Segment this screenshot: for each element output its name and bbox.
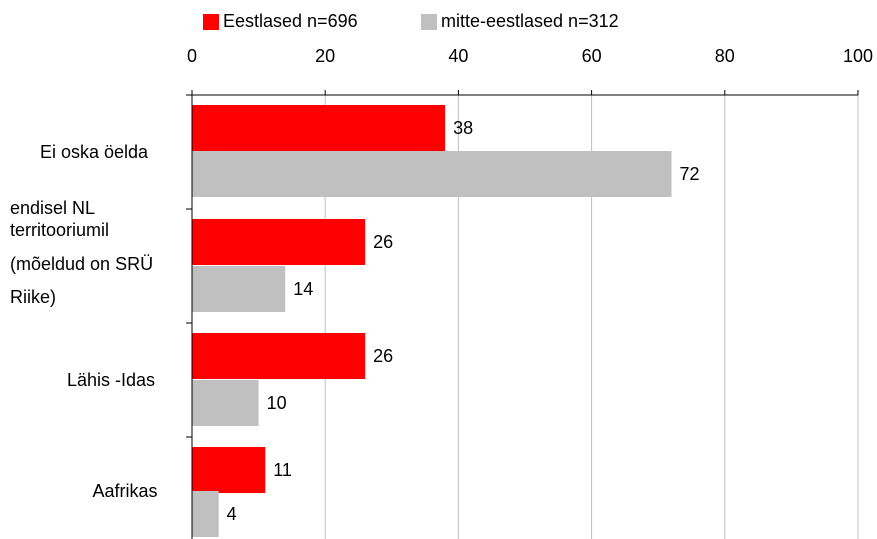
bar-2-2 [192,266,286,312]
value-label-2-1: 72 [680,164,700,184]
category-label-3: Lähis -Idas [67,370,155,390]
value-label-2-3: 10 [267,393,287,413]
category-label-line: Ei oska öelda [40,142,149,162]
category-label-line: endisel NL [10,198,95,218]
x-tick-label: 20 [315,46,335,66]
x-tick-label: 80 [715,46,735,66]
bar-2-1 [192,151,672,197]
bars [192,105,672,537]
legend: Eestlased n=696 mitte-eestlased n=312 [203,11,619,31]
category-label-line: Aafrikas [92,481,157,501]
axes [186,90,859,539]
value-labels: 38 26 26 11 72 14 10 4 [227,118,700,524]
x-tick-label: 0 [187,46,197,66]
value-label-1-3: 26 [373,346,393,366]
category-label-1: Ei oska öelda [40,142,149,162]
category-label-line: Riike) [10,287,56,307]
category-label-line: Lähis -Idas [67,370,155,390]
x-tick-label: 100 [843,46,873,66]
value-label-2-4: 4 [227,504,237,524]
category-label-line: territooriumil [10,220,109,240]
x-tick-label: 60 [582,46,602,66]
value-label-1-4: 11 [273,460,292,480]
bar-1-3 [192,333,366,379]
bar-1-4 [192,447,266,493]
x-tick-label: 40 [448,46,468,66]
bar-2-3 [192,380,259,426]
bar-1-1 [192,105,446,151]
x-axis-tick-labels: 0 20 40 60 80 100 [187,46,873,66]
bar-2-4 [192,491,219,537]
value-label-2-2: 14 [293,279,313,299]
legend-swatch-2 [421,14,437,30]
value-label-1-1: 38 [453,118,473,138]
category-label-4: Aafrikas [92,481,157,501]
legend-label-1: Eestlased n=696 [223,11,358,31]
legend-label-2: mitte-eestlased n=312 [441,11,619,31]
legend-swatch-1 [203,14,219,30]
category-label-line: (mõeldud on SRÜ [10,254,153,274]
bar-1-2 [192,219,366,265]
value-label-1-2: 26 [373,232,393,252]
